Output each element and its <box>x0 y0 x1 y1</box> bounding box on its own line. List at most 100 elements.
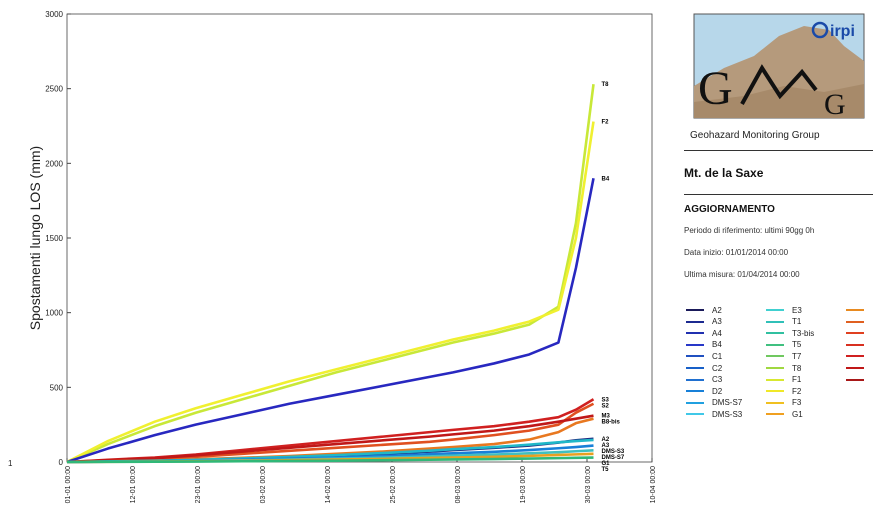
legend-label: G1 <box>792 409 803 419</box>
legend-swatch <box>766 390 784 393</box>
cnr-icon <box>811 21 829 39</box>
legend-item <box>846 363 872 373</box>
legend-swatch <box>686 390 704 393</box>
update-title: AGGIORNAMENTO <box>684 204 775 215</box>
legend-swatch <box>766 332 784 335</box>
legend-label: A4 <box>712 328 722 338</box>
legend-swatch <box>846 367 864 369</box>
last-measure-line: Ultima misura: 01/04/2014 00:00 <box>684 270 800 279</box>
legend-item <box>846 317 872 327</box>
legend-label: F3 <box>792 398 802 408</box>
legend-swatch <box>846 332 864 335</box>
legend-swatch <box>846 309 864 311</box>
legend-label: E3 <box>792 305 802 315</box>
legend-label: T3-bis <box>792 328 815 338</box>
legend-swatch <box>766 343 784 346</box>
end-label-dms-s3: DMS-S3 <box>602 449 625 455</box>
legend-swatch <box>686 343 704 346</box>
series-lines <box>66 84 595 464</box>
legend-swatch <box>686 401 704 404</box>
y-tick-label: 0 <box>59 458 64 467</box>
legend-label: T1 <box>792 317 802 327</box>
y-tick-label: 1000 <box>45 309 63 318</box>
legend-label: C2 <box>712 363 723 373</box>
panel-divider-bottom <box>684 194 873 195</box>
end-label-dms-s7: DMS-S7 <box>602 455 625 461</box>
legend-item: DMS-S3 <box>686 409 742 419</box>
end-label-g1: G1 <box>602 461 611 467</box>
end-label-t5: T5 <box>602 467 610 473</box>
series-line-b4 <box>66 178 595 464</box>
plot-frame <box>66 13 653 463</box>
legend-swatch <box>686 367 704 369</box>
x-tick-label: 30-03 00:00 <box>585 466 592 503</box>
legend-label: C1 <box>712 351 723 361</box>
legend-item: C1 <box>686 351 722 361</box>
start-date-line: Data inizio: 01/01/2014 00:00 <box>684 248 789 257</box>
legend-item: D2 <box>686 386 722 396</box>
logo-letter-g2: G <box>824 88 846 121</box>
legend-swatch <box>846 355 864 358</box>
logo-m-mark <box>740 64 818 105</box>
legend-label: T5 <box>792 340 802 350</box>
legend-label: B4 <box>712 340 722 350</box>
legend-item: F3 <box>766 398 801 408</box>
legend-swatch <box>766 309 784 311</box>
legend-item: F1 <box>766 375 801 385</box>
end-label-b8-bis: B8-bis <box>602 420 621 426</box>
logo-irpi: irpi <box>830 23 855 40</box>
legend-swatch <box>686 309 704 311</box>
x-axis-ticks: 01-01 00:00 12-01 00:00 23-01 00:00 03-02 0… <box>65 458 657 503</box>
x-tick-label: 10-04 00:00 <box>650 466 657 503</box>
end-label-b4: B4 <box>602 176 610 182</box>
x-tick-label: 23-01 00:00 <box>195 466 202 503</box>
end-label-s3: S2 <box>602 403 610 409</box>
period-line: Periodo di riferimento: ultimi 90gg 0h <box>684 226 815 235</box>
legend-label: F2 <box>792 386 802 396</box>
legend-item: F2 <box>766 386 801 396</box>
series-line-m3 <box>66 414 594 464</box>
legend-item <box>846 375 872 385</box>
legend-item: T3-bis <box>766 328 814 338</box>
panel-divider-top <box>684 150 873 151</box>
logo-caption: Geohazard Monitoring Group <box>690 130 820 141</box>
legend-label: A2 <box>712 305 722 315</box>
left-marker: 1 <box>8 459 13 468</box>
end-label-a3: A3 <box>602 443 610 449</box>
legend-swatch <box>846 378 864 381</box>
logo-letter-g1: G <box>698 62 733 115</box>
end-label-t8: T8 <box>602 82 610 88</box>
y-axis-label: Spostamenti lungo LOS (mm) <box>27 146 43 330</box>
y-axis-ticks: 0 500 1000 1500 2000 2500 3000 <box>45 10 71 467</box>
legend-label: A3 <box>712 317 722 327</box>
y-tick-label: 1500 <box>45 234 63 243</box>
y-tick-label: 500 <box>50 383 64 392</box>
legend-swatch <box>846 343 864 346</box>
legend-swatch <box>686 355 704 358</box>
legend-item <box>846 305 872 315</box>
ggmg-logo: G G irpi Geohazard Monitoring Group <box>690 13 865 141</box>
legend-swatch <box>686 332 704 335</box>
legend-swatch <box>766 320 784 323</box>
legend-item: T1 <box>766 317 801 327</box>
legend-swatch <box>766 413 784 416</box>
x-tick-label: 19-03 00:00 <box>520 466 527 503</box>
legend-swatch <box>766 378 784 381</box>
legend-item: T8 <box>766 363 801 373</box>
legend-item: E3 <box>766 305 802 315</box>
site-title: Mt. de la Saxe <box>684 166 764 180</box>
x-tick-label: 01-01 00:00 <box>65 466 72 503</box>
legend-label: D2 <box>712 386 723 396</box>
y-tick-label: 2000 <box>45 159 63 168</box>
legend-item: C2 <box>686 363 722 373</box>
legend-label: F1 <box>792 375 802 385</box>
legend-item: G1 <box>766 409 803 419</box>
legend-item: A2 <box>686 305 722 315</box>
legend-item: A3 <box>686 317 722 327</box>
end-label-a2: A2 <box>602 437 610 443</box>
x-tick-label: 14-02 00:00 <box>325 466 332 503</box>
x-tick-label: 03-02 00:00 <box>260 466 267 503</box>
legend-label: DMS-S3 <box>712 409 743 419</box>
